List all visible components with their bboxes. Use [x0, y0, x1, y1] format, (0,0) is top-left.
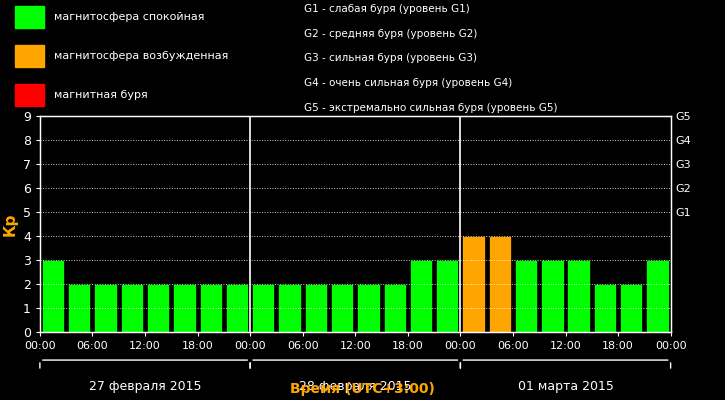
Bar [410, 260, 432, 332]
Bar [384, 284, 406, 332]
Bar [225, 284, 248, 332]
Bar [147, 284, 170, 332]
Text: G1 - слабая буря (уровень G1): G1 - слабая буря (уровень G1) [304, 4, 471, 14]
Text: G2 - средняя буря (уровень G2): G2 - средняя буря (уровень G2) [304, 29, 478, 39]
Bar [278, 284, 301, 332]
Text: G5 - экстремально сильная буря (уровень G5): G5 - экстремально сильная буря (уровень … [304, 102, 558, 112]
Text: 27 февраля 2015: 27 февраля 2015 [88, 380, 202, 392]
Text: магнитосфера спокойная: магнитосфера спокойная [54, 12, 205, 22]
Bar [620, 284, 642, 332]
Bar [68, 284, 91, 332]
Bar [594, 284, 616, 332]
Bar [357, 284, 380, 332]
Text: 01 марта 2015: 01 марта 2015 [518, 380, 613, 392]
FancyBboxPatch shape [14, 45, 44, 67]
Text: магнитная буря: магнитная буря [54, 90, 148, 100]
Bar [515, 260, 537, 332]
Bar [489, 236, 511, 332]
FancyBboxPatch shape [14, 84, 44, 106]
Text: Время (UTC+3:00): Время (UTC+3:00) [290, 382, 435, 396]
FancyBboxPatch shape [14, 6, 44, 28]
Bar [173, 284, 196, 332]
Bar [463, 236, 485, 332]
Bar [541, 260, 563, 332]
Bar [331, 284, 353, 332]
Bar [94, 284, 117, 332]
Text: магнитосфера возбужденная: магнитосфера возбужденная [54, 51, 229, 61]
Y-axis label: Кр: Кр [2, 212, 17, 236]
Bar [646, 260, 668, 332]
Bar [436, 260, 458, 332]
Text: 28 февраля 2015: 28 февраля 2015 [299, 380, 412, 392]
Bar [252, 284, 275, 332]
Bar [568, 260, 590, 332]
Text: G3 - сильная буря (уровень G3): G3 - сильная буря (уровень G3) [304, 53, 478, 63]
Text: G4 - очень сильная буря (уровень G4): G4 - очень сильная буря (уровень G4) [304, 78, 513, 88]
Bar [42, 260, 65, 332]
Bar [304, 284, 327, 332]
Bar [199, 284, 222, 332]
Bar [120, 284, 143, 332]
